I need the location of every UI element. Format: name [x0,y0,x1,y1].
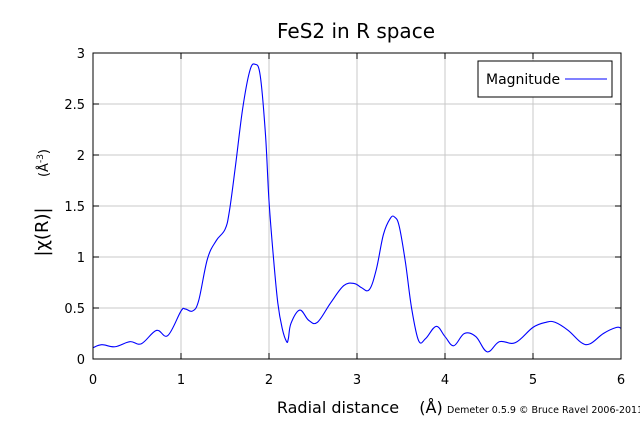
svg-text:|χ(R)|: |χ(R)| [32,207,53,256]
legend-label: Magnitude [486,72,560,88]
series-line-magnitude [92,63,622,353]
y-axis-label-text: |χ(R)| [32,207,53,256]
y-tick-label: 3 [77,47,85,62]
x-tick-label: 2 [265,373,273,388]
y-axis-label: |χ(R)| [32,207,53,256]
x-axis-unit: (Å) [419,398,442,417]
y-axis-unit: (Å-3) [36,149,52,177]
y-tick-label: 0.5 [64,302,85,317]
plot-lines [92,63,622,353]
y-tick-label: 2 [77,149,85,164]
y-tick-label: 2.5 [64,98,85,113]
x-axis-label: Radial distance [277,398,399,417]
legend: Magnitude [477,60,613,98]
y-tick-label: 0 [77,353,85,368]
x-tick-label: 0 [89,373,97,388]
credit-text: Demeter 0.5.9 © Bruce Ravel 2006-2011 [447,405,640,416]
y-tick-label: 1.5 [64,200,85,215]
ticks: 0 1 2 3 4 5 6 0 0.5 1 1.5 2 2.5 3 [64,47,625,388]
x-tick-label: 3 [353,373,361,388]
y-axis-unit-base: (Å [36,163,52,177]
y-axis-unit-exponent: -3 [36,154,46,163]
x-tick-label: 6 [617,373,625,388]
x-tick-label: 1 [177,373,185,388]
svg-text:(Å-3): (Å-3) [36,149,52,177]
y-axis-unit-close: ) [37,149,52,154]
chart-title: FeS2 in R space [277,19,435,43]
x-tick-label: 5 [529,373,537,388]
x-tick-label: 4 [441,373,449,388]
y-tick-label: 1 [77,251,85,266]
